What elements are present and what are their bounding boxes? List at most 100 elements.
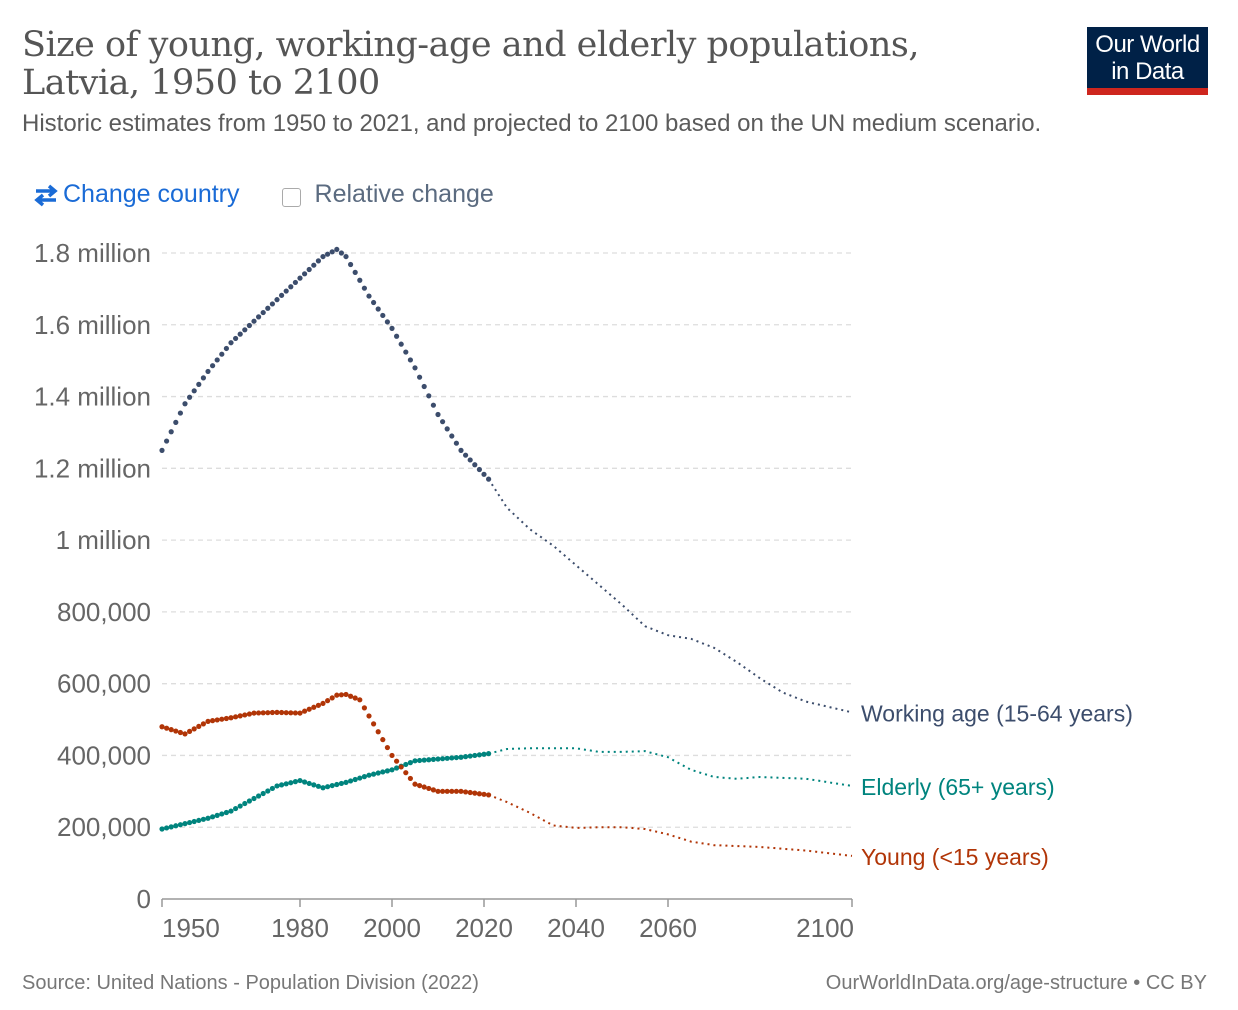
young-point — [187, 728, 193, 734]
y-tick-label: 1.6 million — [34, 310, 151, 340]
working-point — [426, 393, 432, 399]
owid-logo[interactable]: Our World in Data — [1087, 27, 1208, 95]
elderly-point — [274, 783, 280, 789]
young-point — [265, 710, 271, 716]
young-point — [242, 712, 248, 718]
working-point — [320, 253, 326, 260]
working-point — [384, 319, 390, 325]
working-point — [164, 438, 170, 444]
working-point — [191, 388, 197, 394]
elderly-point — [472, 752, 478, 759]
elderly-point — [453, 754, 459, 761]
working-point — [187, 394, 193, 400]
young-point — [361, 705, 367, 711]
working-point — [168, 429, 174, 435]
change-country-button[interactable]: Change country — [32, 180, 240, 209]
elderly-point — [417, 757, 423, 764]
elderly-point — [196, 817, 202, 824]
elderly-point — [389, 767, 395, 773]
young-point — [463, 789, 469, 795]
young-point — [214, 717, 220, 723]
chart-title: Size of young, working-age and elderly p… — [22, 25, 919, 103]
elderly-point — [315, 783, 321, 789]
elderly-point — [164, 825, 170, 831]
elderly-point — [361, 774, 367, 780]
elderly-point — [306, 780, 312, 787]
y-tick-label: 800,000 — [57, 597, 151, 627]
elderly-point — [265, 788, 271, 794]
young-point — [200, 721, 206, 727]
working-point — [472, 462, 478, 468]
elderly-point — [320, 785, 326, 791]
elderly-point — [260, 790, 266, 797]
elderly-point — [380, 769, 386, 775]
young-projection-line — [488, 793, 853, 857]
working-point — [467, 457, 473, 463]
elderly-point — [233, 805, 239, 812]
young-point — [458, 788, 464, 794]
young-point — [453, 788, 459, 794]
working-point — [444, 426, 450, 432]
young-point — [357, 697, 363, 703]
young-point — [196, 723, 202, 729]
young-point — [210, 718, 216, 724]
elderly-point — [375, 770, 381, 776]
working-point — [366, 293, 372, 299]
chart-subtitle: Historic estimates from 1950 to 2021, an… — [22, 110, 1042, 137]
working-point — [223, 345, 229, 352]
elderly-point — [481, 751, 487, 757]
young-point — [338, 692, 344, 698]
working-point — [417, 374, 423, 380]
working-point — [256, 314, 262, 320]
working-point — [435, 411, 441, 418]
working-point — [334, 246, 340, 253]
young-point — [348, 693, 354, 699]
working-point — [251, 318, 257, 324]
working-point — [177, 410, 183, 416]
elderly-point — [407, 760, 413, 766]
elderly-point — [228, 808, 234, 814]
young-point — [177, 729, 183, 736]
young-point — [435, 788, 441, 794]
working-point — [421, 383, 427, 390]
elderly-point — [200, 816, 206, 822]
elderly-point — [463, 754, 469, 760]
working-point — [458, 447, 464, 453]
young-point — [173, 728, 179, 734]
source-link[interactable]: OurWorldInData.org/age-structure • CC BY — [825, 972, 1207, 994]
relative-change-toggle[interactable]: Relative change — [281, 180, 494, 209]
elderly-point — [219, 811, 225, 817]
young-point — [412, 781, 418, 787]
young-point — [403, 770, 409, 776]
young-point — [389, 752, 395, 759]
young-point — [343, 691, 349, 698]
young-point — [246, 711, 252, 717]
young-point — [467, 789, 473, 796]
y-tick-label: 1.4 million — [34, 382, 151, 412]
working-point — [329, 249, 335, 255]
working-point — [440, 419, 446, 425]
working-point — [463, 452, 469, 458]
relative-change-checkbox[interactable] — [281, 188, 301, 207]
young-point — [168, 727, 174, 733]
swap-arrows-icon — [34, 184, 58, 206]
elderly-point — [394, 765, 400, 771]
working-point — [279, 292, 285, 298]
working-point — [357, 277, 363, 283]
x-tick-label: 2060 — [639, 913, 697, 943]
working-point — [228, 340, 234, 346]
young-point — [394, 758, 400, 764]
change-country-label: Change country — [63, 180, 240, 208]
chart-controls: Change country Relative change — [32, 180, 494, 209]
working-point — [210, 363, 216, 369]
working-point — [242, 327, 248, 333]
young-point — [371, 721, 377, 727]
young-point — [315, 702, 321, 708]
working-point — [200, 375, 206, 381]
elderly-point — [237, 803, 243, 809]
young-point — [380, 737, 386, 743]
elderly-point — [283, 781, 289, 787]
working-point — [297, 275, 303, 281]
young-point — [191, 726, 197, 732]
